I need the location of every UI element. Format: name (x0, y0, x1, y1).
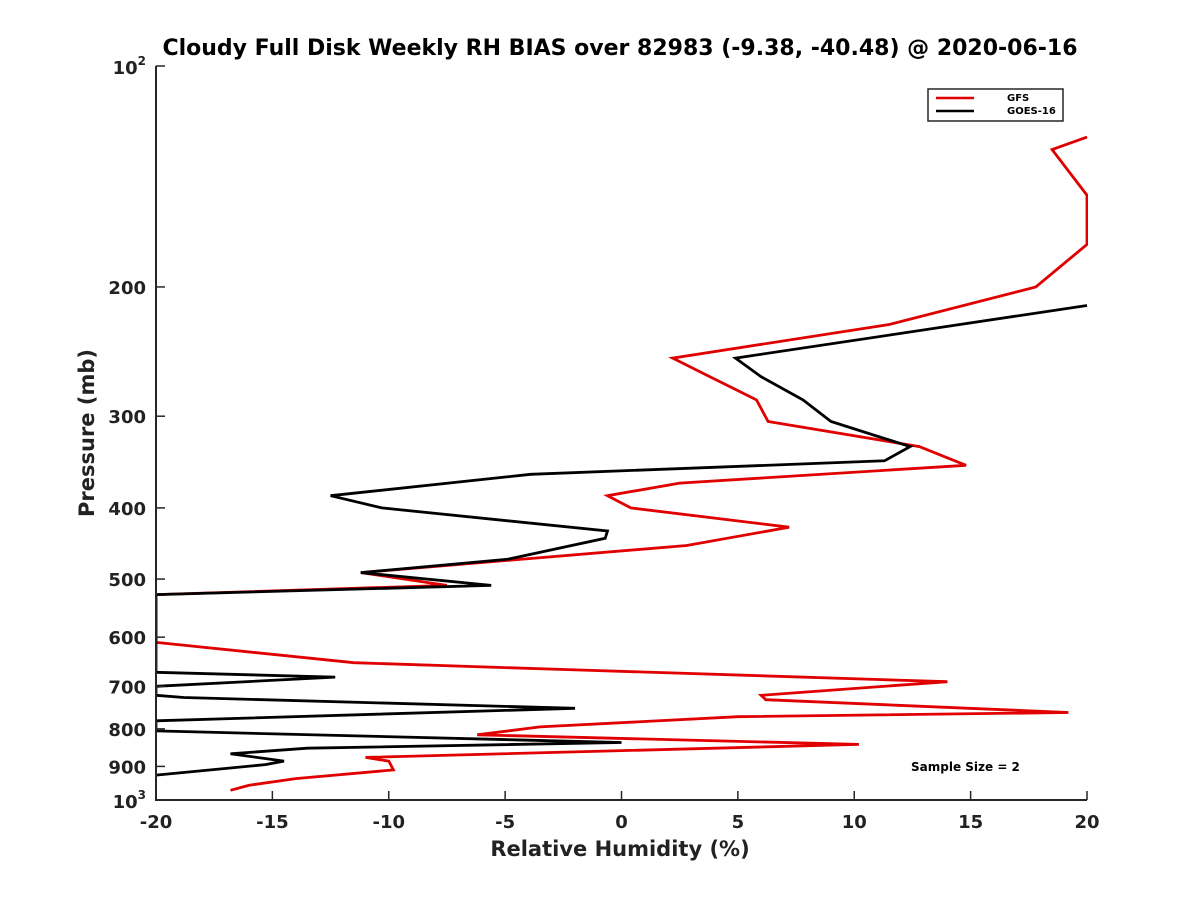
x-tick-label: -10 (372, 812, 405, 833)
y-tick-label: 800 (108, 720, 146, 741)
x-tick-label: -20 (140, 812, 173, 833)
legend-label-gfs: GFS (1007, 93, 1029, 104)
x-tick-label: 5 (732, 812, 745, 833)
y-tick-label: 400 (108, 499, 146, 520)
x-tick-label: 10 (842, 812, 867, 833)
legend-label-goes-16: GOES-16 (1007, 106, 1056, 117)
y-tick-label: 900 (108, 757, 146, 778)
sample-size-annotation: Sample Size = 2 (911, 760, 1020, 774)
x-axis-ticks: -20 -15 -10 -5 0 5 10 15 20 (140, 791, 1100, 833)
y-tick-label: 700 (108, 677, 146, 698)
x-tick-label: -15 (256, 812, 289, 833)
x-tick-label: 15 (958, 812, 983, 833)
x-tick-label: 0 (615, 812, 628, 833)
series-line-goes-16 (156, 304, 1088, 777)
y-tick-label: 600 (108, 628, 146, 649)
y-tick-label-power: 103 (113, 788, 146, 813)
y-tick-label-power: 102 (113, 54, 146, 79)
chart-legend: GFS GOES-16 (927, 88, 1064, 122)
y-axis-title: Pressure (mb) (75, 349, 99, 517)
x-tick-label: -5 (495, 812, 515, 833)
y-axis-ticks: 200 300 400 500 600 700 800 900 102 103 (108, 54, 165, 813)
y-tick-label: 200 (108, 278, 146, 299)
y-tick-label: 500 (108, 570, 146, 591)
x-tick-label: 20 (1074, 812, 1099, 833)
chart-title: Cloudy Full Disk Weekly RH BIAS over 829… (162, 36, 1077, 61)
y-tick-label: 300 (108, 407, 146, 428)
x-axis-title: Relative Humidity (%) (490, 837, 749, 861)
series-line-gfs (156, 135, 1088, 792)
series-layer (156, 135, 1088, 792)
legend-box (927, 88, 1064, 122)
